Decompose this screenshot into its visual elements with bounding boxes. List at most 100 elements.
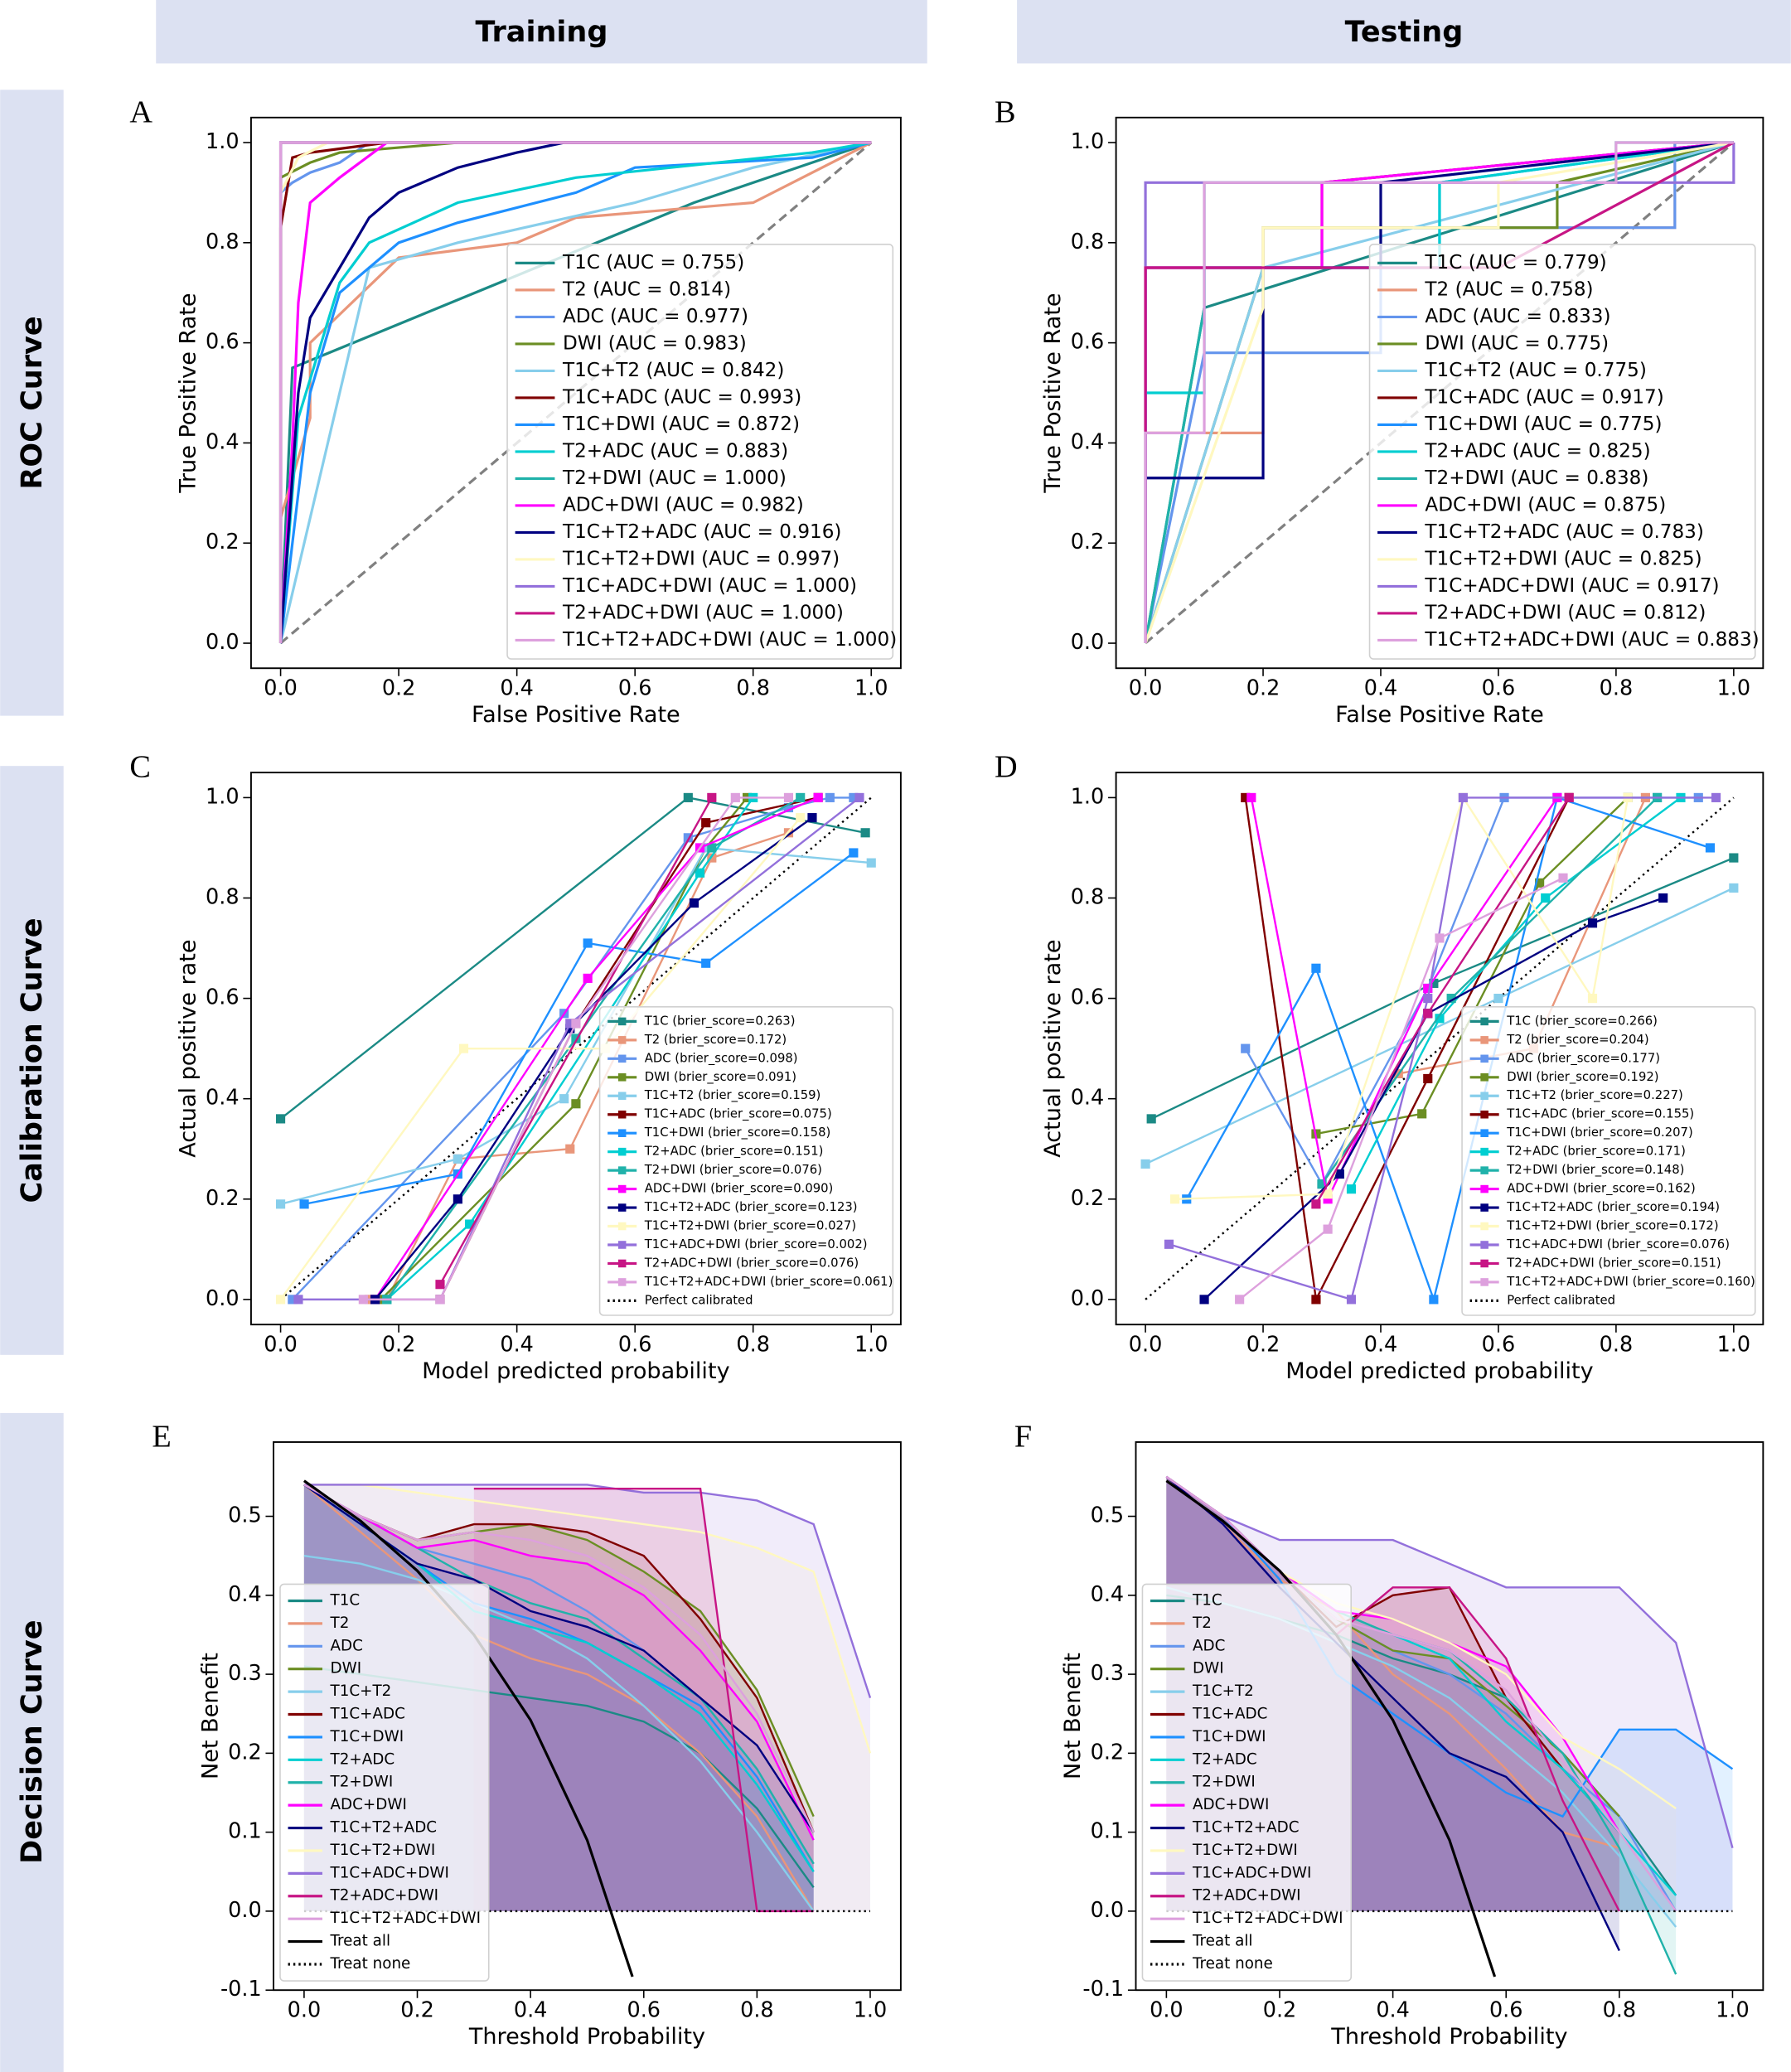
legend-label: ADC (brier_score=0.177) — [1507, 1051, 1660, 1065]
legend-label: T1C+T2+ADC — [330, 1819, 438, 1837]
calibration-point — [695, 868, 705, 878]
calibration-point — [465, 1219, 475, 1229]
legend-label: ADC+DWI (AUC = 0.982) — [563, 494, 804, 516]
calibration-line — [380, 796, 748, 1300]
calibration-point — [1199, 1295, 1209, 1305]
legend-label: T1C+T2 (AUC = 0.775) — [1424, 360, 1646, 381]
plot-frame — [273, 1441, 902, 1992]
calibration-point — [849, 792, 859, 802]
legend-marker — [1480, 1054, 1488, 1063]
roc-line — [278, 141, 872, 644]
legend-label: T1C+T2 (brier_score=0.159) — [644, 1088, 821, 1102]
legend-label: T1C+T2+ADC (brier_score=0.123) — [644, 1200, 858, 1214]
calibration-line — [1238, 877, 1564, 1300]
calibration-point — [813, 792, 823, 802]
legend-label: T2+DWI (brier_score=0.148) — [1506, 1163, 1684, 1177]
legend-label: T2+ADC+DWI (brier_score=0.076) — [644, 1256, 859, 1270]
x-tick-label: 0.2 — [400, 1998, 434, 2023]
y-tick-label: 0.4 — [1071, 429, 1105, 454]
calibration-point — [1435, 933, 1445, 943]
calibration-point — [1311, 1199, 1321, 1209]
roc-line — [278, 141, 872, 644]
x-axis-label: False Positive Rate — [472, 702, 680, 728]
row-label: ROC Curve — [15, 316, 49, 489]
calibration-point — [453, 1154, 462, 1164]
x-tick-label: 0.8 — [736, 676, 770, 701]
calibration-point — [275, 1295, 286, 1305]
legend-label: ADC+DWI (brier_score=0.090) — [645, 1182, 834, 1196]
calibration-point — [453, 1194, 462, 1204]
calibration-point — [1323, 1224, 1333, 1234]
y-tick-label: 0.4 — [206, 1086, 240, 1111]
plot-area — [1144, 141, 1735, 645]
legend-box — [1368, 243, 1756, 660]
legend-label: T1C+DWI (brier_score=0.158) — [644, 1126, 831, 1140]
x-tick-label: 1.0 — [1717, 676, 1751, 701]
calibration-point — [689, 898, 699, 908]
calibration-point — [1140, 1159, 1150, 1169]
x-tick-label: 0.8 — [740, 1998, 774, 2023]
calibration-point — [1711, 792, 1721, 802]
roc-line — [278, 141, 872, 644]
legend-label: Treat none — [1192, 1955, 1273, 1973]
y-tick-label: 0.2 — [1071, 1186, 1105, 1211]
x-tick-label: 0.6 — [1482, 676, 1516, 701]
y-axis-label: Net Benefit — [198, 1653, 224, 1779]
y-tick-label: 0.4 — [1071, 1086, 1105, 1111]
legend-marker — [1480, 1073, 1488, 1082]
x-tick-label: 1.0 — [1717, 1333, 1751, 1358]
legend-label: ADC+DWI — [1193, 1796, 1269, 1813]
x-tick-label: 0.0 — [1129, 676, 1163, 701]
legend-label: ADC+DWI — [331, 1796, 407, 1813]
calibration-point — [1423, 983, 1433, 994]
calibration-point — [1705, 843, 1716, 853]
calibration-point — [1323, 1189, 1333, 1199]
row-label-box — [0, 90, 64, 716]
legend-label: DWI — [331, 1660, 362, 1677]
reference-line — [1145, 796, 1735, 1300]
x-tick-label: 0.4 — [500, 1333, 534, 1358]
panel-label: D — [995, 750, 1018, 785]
x-tick-label: 0.8 — [1600, 1333, 1634, 1358]
y-tick-label: 0.5 — [1091, 1503, 1125, 1528]
legend-marker — [1480, 1166, 1488, 1174]
roc-line — [278, 141, 872, 644]
y-tick-label: 0.6 — [1071, 985, 1105, 1010]
y-tick-label: 0.2 — [206, 1186, 240, 1211]
legend-label: T1C+T2+ADC+DWI (brier_score=0.160) — [1506, 1275, 1755, 1289]
legend-label: T2+ADC — [330, 1750, 395, 1768]
legend-label: T1C+DWI (AUC = 0.775) — [1424, 414, 1662, 435]
legend-label: T1C+ADC (brier_score=0.075) — [644, 1107, 832, 1121]
legend-label: T2+DWI — [330, 1774, 394, 1791]
calibration-point — [565, 1024, 575, 1034]
legend-marker — [617, 1017, 627, 1026]
y-tick-label: 0.2 — [206, 530, 240, 554]
calibration-line — [438, 796, 713, 1285]
calibration-point — [458, 1043, 469, 1053]
legend-label: T1C — [330, 1591, 361, 1609]
legend-label: T1C+T2+DWI (brier_score=0.172) — [1506, 1219, 1718, 1233]
legend-box — [598, 1005, 894, 1316]
legend-label: T2 (brier_score=0.204) — [1506, 1033, 1648, 1047]
legend-label: Perfect calibrated — [645, 1293, 753, 1307]
calibration-point — [299, 1199, 309, 1209]
legend-label: T1C (brier_score=0.263) — [644, 1014, 796, 1028]
calibration-point — [1446, 994, 1456, 1004]
calibration-point — [1323, 1194, 1333, 1204]
legend-marker — [617, 1259, 627, 1268]
x-tick-label: 0.6 — [1482, 1333, 1516, 1358]
legend-marker — [617, 1129, 627, 1137]
legend-marker — [617, 1147, 627, 1156]
x-tick-label: 0.0 — [1129, 1333, 1163, 1358]
x-tick-label: 0.2 — [1246, 676, 1280, 701]
y-tick-label: -0.1 — [1082, 1977, 1124, 2002]
calibration-point — [1587, 918, 1598, 928]
calibration-point — [1235, 1295, 1245, 1305]
x-tick-label: 0.6 — [627, 1998, 661, 2023]
y-tick-label: 0.2 — [1071, 530, 1105, 554]
calibration-point — [1423, 1009, 1433, 1019]
decision-line — [303, 1484, 815, 1841]
panel-label: B — [995, 94, 1016, 129]
legend-marker — [617, 1054, 627, 1063]
legend-label: T1C — [1192, 1591, 1222, 1609]
